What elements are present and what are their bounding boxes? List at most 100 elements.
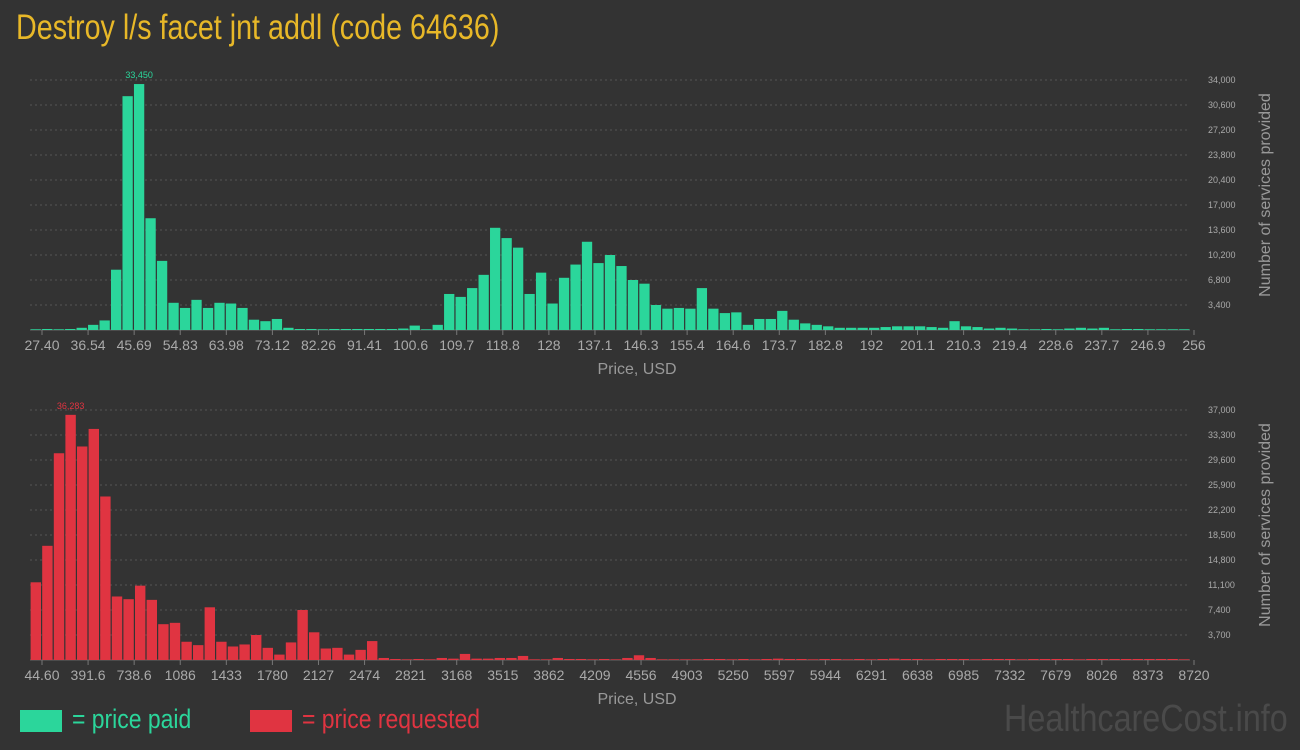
bar [1052, 329, 1064, 330]
x-tick-label: 228.6 [1038, 337, 1073, 353]
bar [719, 313, 730, 330]
x-tick-label: 82.26 [301, 337, 336, 353]
bar [662, 308, 673, 330]
x-tick-label: 6291 [856, 667, 887, 683]
bar [1086, 659, 1097, 660]
bar [981, 659, 993, 660]
bar [857, 327, 868, 330]
y-tick-label: 30,600 [1208, 100, 1236, 110]
bar [842, 659, 853, 660]
bar [355, 649, 366, 660]
bar [99, 320, 110, 330]
bar [271, 318, 283, 330]
bar [343, 654, 355, 660]
bar [179, 307, 191, 330]
bar [1041, 329, 1052, 330]
bar [680, 659, 691, 660]
bar [156, 260, 168, 330]
x-tick-label: 6638 [902, 667, 933, 683]
bar [214, 302, 225, 330]
x-tick-label: 173.7 [762, 337, 797, 353]
bar [1064, 328, 1075, 330]
bar [880, 327, 891, 330]
bar [912, 659, 923, 660]
x-tick-label: 164.6 [716, 337, 751, 353]
bar [1098, 327, 1110, 330]
bar [274, 654, 285, 660]
bar [524, 293, 535, 330]
y-tick-label: 20,400 [1208, 175, 1236, 185]
bar [490, 227, 501, 330]
bar [1074, 659, 1085, 660]
x-tick-label: 192 [860, 337, 884, 353]
x-tick-label: 45.69 [117, 337, 152, 353]
x-tick-label: 137.1 [577, 337, 612, 353]
bar [1155, 659, 1167, 660]
bar [1075, 327, 1087, 330]
bar [1005, 659, 1016, 660]
bar [225, 303, 237, 330]
bar [923, 659, 935, 660]
x-tick-label: 5597 [764, 667, 795, 683]
bar [262, 647, 273, 660]
bar [398, 328, 409, 330]
bar [1144, 329, 1155, 330]
bar [42, 329, 53, 330]
bar [436, 657, 447, 660]
bar [501, 238, 512, 330]
bar [88, 324, 99, 330]
bar [88, 428, 99, 660]
bar [610, 659, 621, 660]
x-tick-label: 155.4 [670, 337, 705, 353]
bar [1144, 659, 1155, 660]
bar [831, 659, 842, 660]
bar [158, 624, 169, 660]
bar [471, 658, 482, 660]
bar [421, 329, 432, 330]
x-tick-label: 8026 [1086, 667, 1117, 683]
bar [401, 659, 413, 660]
bar [891, 326, 903, 330]
x-tick-label: 210.3 [946, 337, 981, 353]
y-tick-label: 7,400 [1208, 605, 1231, 615]
bar [329, 329, 340, 330]
bar [914, 326, 926, 330]
bar [216, 641, 227, 660]
x-tick-label: 27.40 [24, 337, 59, 353]
bar [547, 303, 558, 330]
bar [110, 269, 122, 330]
bar [993, 659, 1004, 660]
bar [581, 241, 593, 330]
bar [506, 657, 517, 660]
x-tick-label: 2821 [395, 667, 426, 683]
bar [248, 319, 260, 330]
bar [367, 641, 378, 660]
bar [570, 264, 581, 330]
bar [796, 659, 807, 660]
bar [432, 324, 443, 330]
bar [1179, 659, 1190, 660]
bar [53, 329, 64, 330]
bar [869, 327, 880, 330]
bar [949, 321, 960, 330]
bar [309, 632, 320, 660]
bar [846, 327, 857, 330]
bar [800, 323, 811, 330]
bar [854, 659, 865, 660]
x-tick-label: 2127 [303, 667, 334, 683]
bar [1018, 329, 1029, 330]
bar [413, 659, 424, 660]
bar [958, 659, 969, 660]
bar [529, 659, 540, 660]
peak-value-label: 33,450 [125, 70, 153, 80]
bar [320, 648, 331, 660]
bar [306, 329, 317, 330]
bar [363, 329, 374, 330]
y-tick-label: 25,900 [1208, 480, 1236, 490]
bar [558, 277, 570, 330]
bar [703, 659, 714, 660]
bar [587, 659, 598, 660]
y-axis-title: Number of services provided [1257, 423, 1274, 627]
bar [811, 324, 822, 330]
bar [1167, 329, 1178, 330]
